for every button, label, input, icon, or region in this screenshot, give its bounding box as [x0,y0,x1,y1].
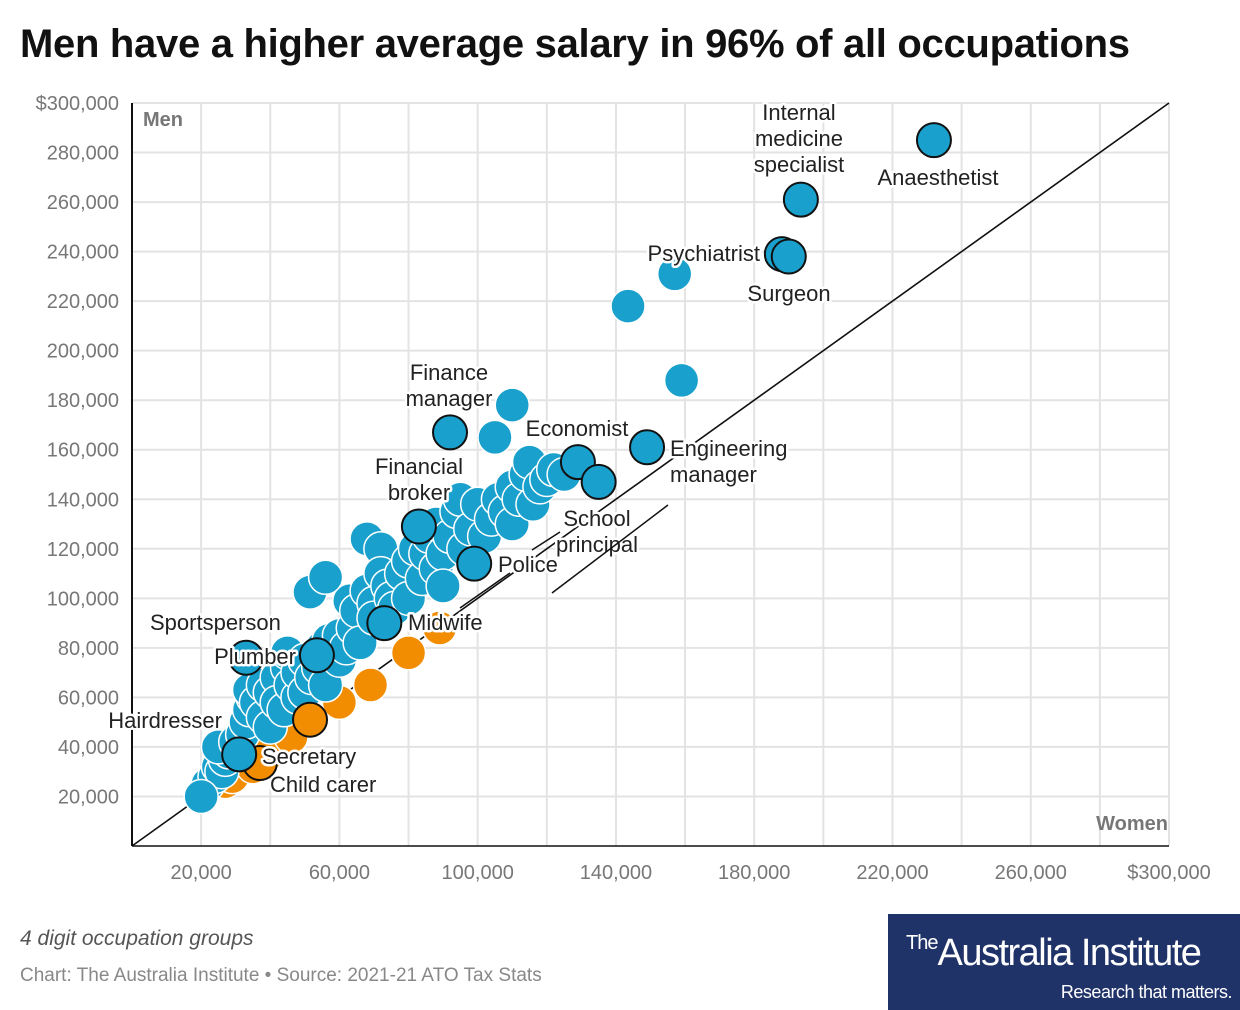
x-tick-label: 140,000 [580,862,652,884]
point-label-line: Financial [375,454,463,479]
y-tick-label: 240,000 [47,242,119,264]
y-tick-label: 280,000 [47,143,119,165]
point-label: Secretary [262,744,356,769]
point-label-line: Plumber [214,644,296,669]
point-label-line: Internal [762,100,835,125]
labeled-data-point [915,122,952,159]
labeled-data-point [580,463,617,500]
y-tick-label: 180,000 [47,390,119,412]
point-label: Surgeon [747,281,830,306]
y-tick-label: 220,000 [47,291,119,313]
data-point [390,635,427,671]
scatter-chart: 20,000 60,000 100,000 140,000 180,000 220,000… [36,93,1211,884]
y-tick-label: 100,000 [47,588,119,610]
point-label-line: Child carer [270,772,376,797]
x-tick-label: 100,000 [442,862,514,884]
point-label: Finance manager [406,360,493,411]
point-label: Financial broker [375,454,463,505]
point-label: Anaesthetist [877,165,998,190]
labeled-data-point [456,545,493,582]
y-tick-label: 80,000 [58,638,119,660]
chart-source: Chart: The Australia Institute • Source:… [20,965,542,986]
chart-title: Men have a higher average salary in 96% … [20,22,1130,66]
label-leader-line [551,504,669,594]
x-tick-label: 20,000 [171,862,232,884]
point-label: Plumber [214,644,296,669]
data-point [656,256,693,292]
logo-tagline: Research that matters. [1060,982,1233,1002]
point-label: Sportsperson [150,610,281,635]
labeled-data-point [629,429,666,466]
labeled-data-point [782,181,819,218]
point-label-line: Psychiatrist [648,241,760,266]
point-label-line: medicine [755,126,843,151]
x-tick-label: $300,000 [1127,862,1210,884]
point-label-line: Engineering [670,436,787,461]
labeled-data-point [298,637,335,674]
point-label: Economist [526,416,629,441]
data-point [663,362,700,399]
label-leader-line [459,572,511,609]
y-tick-label: 140,000 [47,489,119,511]
point-label-line: Finance [410,360,488,385]
y-axis-title: Men [143,109,183,131]
y-tick-label: 40,000 [58,737,119,759]
y-tick-label: 60,000 [58,687,119,709]
point-label-line: Sportsperson [150,610,281,635]
point-label: School principal [556,506,638,557]
point-label: Engineering manager [670,436,787,487]
data-point [477,419,513,456]
y-tick-label: $300,000 [36,93,119,115]
point-label-line: Anaesthetist [877,165,998,190]
point-label-line: specialist [754,152,844,177]
y-tick-label: 160,000 [47,440,119,462]
data-point [494,387,530,423]
data-point [610,288,646,324]
point-label: Internal medicine specialist [754,100,844,177]
data-point [307,559,344,596]
x-tick-label: 260,000 [995,862,1067,884]
data-point [352,667,389,703]
point-label: Midwife [408,610,483,635]
labeled-data-point [228,639,265,676]
chart-note: 4 digit occupation groups [20,927,254,950]
point-label-line: Police [498,552,558,577]
data-point [425,568,461,604]
labeled-data-point [221,736,258,773]
y-tick-label: 200,000 [47,341,119,363]
logo-name: Australia Institute [937,932,1201,974]
point-label-line: Surgeon [747,281,830,306]
data-point [421,610,458,646]
labeled-data-point [366,605,403,642]
x-tick-label: 220,000 [856,862,928,884]
point-label-line: Midwife [408,610,483,635]
y-tick-label: 260,000 [47,192,119,214]
point-label-line: manager [406,386,493,411]
point-label-line: Hairdresser [108,708,222,733]
labeled-data-point [400,508,437,545]
x-tick-label: 180,000 [718,862,790,884]
point-label-line: broker [388,480,450,505]
point-label: Hairdresser [108,708,222,733]
x-tick-label: 60,000 [309,862,370,884]
labeled-data-point [770,238,807,275]
label-leader-line [531,531,561,551]
labeled-data-point [432,414,469,451]
point-label-line: School [563,506,630,531]
data-point [183,778,219,815]
point-label-line: Economist [526,416,629,441]
y-tick-label: 120,000 [47,539,119,561]
point-label-line: manager [670,462,757,487]
point-label: Child carer [270,772,376,797]
point-label: Police [498,552,558,577]
y-tick-label: 20,000 [58,786,119,808]
logo-the: The [906,932,938,954]
x-axis-title: Women [1096,813,1168,835]
australia-institute-logo: TheAustralia Institute Research that mat… [888,914,1240,1010]
labeled-data-point [292,701,329,738]
point-label-line: Secretary [262,744,356,769]
point-label-line: principal [556,532,638,557]
point-label: Psychiatrist [648,241,760,266]
